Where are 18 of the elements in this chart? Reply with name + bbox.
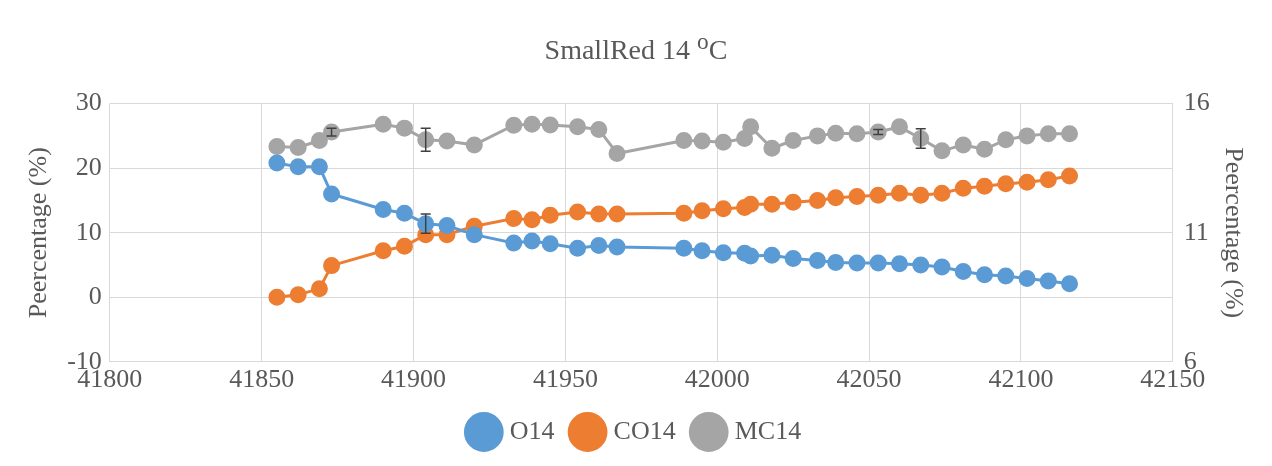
legend-label: O14	[509, 415, 555, 445]
y-tick-label: 20	[75, 151, 102, 181]
x-tick-label: 42050	[836, 364, 902, 394]
x-tick-label: 41950	[532, 364, 598, 394]
y2-axis-title: Peercentage (%)	[1219, 147, 1249, 319]
y2-tick-label: 11	[1183, 216, 1209, 246]
y-axis-title: Peercentage (%)	[23, 147, 53, 319]
x-tick-label: 42100	[988, 364, 1054, 394]
legend-label: MC14	[734, 415, 802, 445]
x-tick-label: 41850	[229, 364, 295, 394]
x-tick-label: 42000	[684, 364, 750, 394]
y-tick-label: 30	[75, 87, 102, 117]
chart-title: SmallRed 14 $^{o}$C	[543, 28, 729, 67]
legend-label: CO14	[613, 415, 676, 445]
x-tick-label: 41900	[381, 364, 447, 394]
y-tick-label: 0	[88, 281, 102, 311]
y2-tick-label: 16	[1183, 87, 1210, 117]
y-tick-label: 10	[75, 216, 102, 246]
